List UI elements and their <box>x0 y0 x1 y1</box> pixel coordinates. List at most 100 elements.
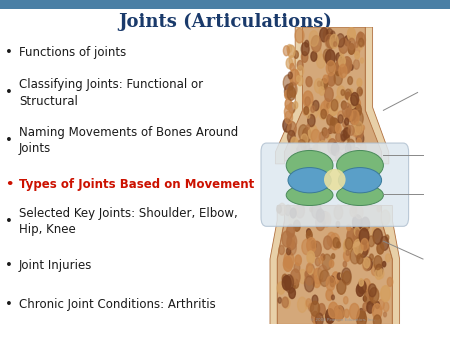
Circle shape <box>309 103 318 119</box>
Circle shape <box>318 81 321 87</box>
Circle shape <box>311 51 317 61</box>
Circle shape <box>287 239 294 250</box>
Circle shape <box>326 289 333 300</box>
Circle shape <box>285 276 295 293</box>
Circle shape <box>302 239 311 255</box>
Circle shape <box>339 142 344 150</box>
Circle shape <box>381 210 390 225</box>
Circle shape <box>335 62 339 68</box>
Circle shape <box>348 44 355 54</box>
Circle shape <box>354 239 363 255</box>
Circle shape <box>343 239 352 254</box>
Circle shape <box>294 263 300 272</box>
Circle shape <box>336 152 343 164</box>
Circle shape <box>304 142 310 152</box>
Circle shape <box>326 315 331 323</box>
Circle shape <box>306 125 310 129</box>
Circle shape <box>346 135 350 140</box>
Circle shape <box>328 139 337 154</box>
Circle shape <box>369 284 376 297</box>
Circle shape <box>347 224 351 231</box>
Circle shape <box>284 275 293 290</box>
FancyBboxPatch shape <box>261 143 409 226</box>
Circle shape <box>303 108 308 115</box>
Circle shape <box>333 238 339 248</box>
Circle shape <box>326 61 335 76</box>
Circle shape <box>324 87 333 101</box>
Circle shape <box>284 252 294 268</box>
Circle shape <box>292 91 295 97</box>
Circle shape <box>279 245 284 255</box>
Circle shape <box>344 309 349 318</box>
Circle shape <box>367 301 374 313</box>
Circle shape <box>340 49 344 56</box>
Circle shape <box>343 128 349 139</box>
Circle shape <box>314 315 321 328</box>
Circle shape <box>342 152 349 163</box>
Circle shape <box>341 130 347 140</box>
Circle shape <box>311 241 315 248</box>
Circle shape <box>386 235 389 240</box>
Circle shape <box>335 311 340 320</box>
Circle shape <box>375 268 382 280</box>
Circle shape <box>277 282 285 294</box>
Circle shape <box>336 133 341 142</box>
Circle shape <box>309 303 314 312</box>
Circle shape <box>318 270 323 279</box>
Circle shape <box>284 90 290 99</box>
Circle shape <box>287 234 297 250</box>
Circle shape <box>347 28 356 41</box>
Text: Functions of joints: Functions of joints <box>19 46 126 59</box>
Circle shape <box>287 45 292 52</box>
Circle shape <box>356 32 365 47</box>
Circle shape <box>387 277 393 287</box>
Text: Joint Injuries: Joint Injuries <box>19 259 92 272</box>
Circle shape <box>314 154 318 161</box>
Circle shape <box>321 78 328 90</box>
Circle shape <box>371 265 378 275</box>
Circle shape <box>288 130 295 143</box>
Circle shape <box>315 258 320 266</box>
Circle shape <box>337 273 341 280</box>
Circle shape <box>334 306 344 321</box>
Circle shape <box>363 257 371 271</box>
Circle shape <box>337 34 345 47</box>
Circle shape <box>352 215 362 231</box>
Circle shape <box>358 309 365 321</box>
Circle shape <box>335 310 342 321</box>
Circle shape <box>284 46 289 56</box>
Circle shape <box>356 127 360 133</box>
Circle shape <box>294 149 301 161</box>
Circle shape <box>367 291 371 298</box>
Circle shape <box>287 224 295 238</box>
Text: Selected Key Joints: Shoulder, Elbow,
Hip, Knee: Selected Key Joints: Shoulder, Elbow, Hi… <box>19 207 238 236</box>
Circle shape <box>297 61 303 70</box>
Circle shape <box>319 141 327 154</box>
Circle shape <box>326 217 329 223</box>
Circle shape <box>342 57 352 72</box>
Circle shape <box>320 28 328 42</box>
Circle shape <box>319 257 323 264</box>
Circle shape <box>355 206 363 219</box>
Circle shape <box>312 311 319 323</box>
Circle shape <box>355 52 360 59</box>
Circle shape <box>342 268 351 283</box>
Circle shape <box>285 111 293 124</box>
Circle shape <box>324 99 330 109</box>
Text: Joints (Articulations): Joints (Articulations) <box>118 13 332 31</box>
Circle shape <box>317 54 325 68</box>
Circle shape <box>343 271 351 285</box>
Circle shape <box>354 59 360 69</box>
Circle shape <box>353 122 360 135</box>
Circle shape <box>372 300 376 307</box>
FancyBboxPatch shape <box>0 0 450 9</box>
Circle shape <box>290 208 296 218</box>
Circle shape <box>288 122 296 136</box>
Circle shape <box>332 295 334 300</box>
Circle shape <box>353 230 360 241</box>
Circle shape <box>305 40 309 47</box>
Circle shape <box>293 206 298 215</box>
Circle shape <box>383 312 387 317</box>
Circle shape <box>334 205 343 219</box>
Circle shape <box>345 144 351 153</box>
